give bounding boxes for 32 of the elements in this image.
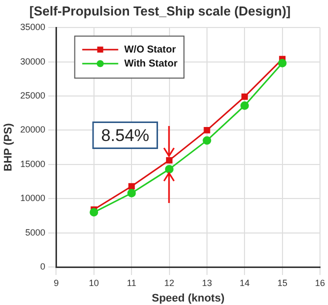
annotation: 8.54%: [101, 126, 150, 145]
point: [165, 164, 174, 174]
x-tick-label: 14: [240, 278, 250, 288]
y-tick-label: 5000: [25, 227, 46, 238]
x-tick-label: 10: [88, 278, 99, 288]
y-tick-label: 25000: [20, 90, 46, 100]
x-tick-label: 9: [54, 278, 59, 288]
x-tick-label: 13: [202, 278, 212, 288]
point: [202, 136, 212, 145]
x-axis-title: Speed (knots): [152, 292, 225, 304]
x-tick-label: 11: [126, 278, 136, 288]
x-tick-label: 16: [314, 278, 325, 288]
point: [128, 183, 135, 190]
legend-label: With Stator: [124, 58, 178, 70]
point: [240, 101, 249, 110]
point: [90, 208, 98, 217]
point: [278, 58, 287, 68]
point: [204, 126, 210, 134]
y-tick-label: 20000: [20, 124, 46, 135]
y-axis-title: BHP (PS): [2, 122, 15, 172]
x-tick-label: 12: [164, 278, 174, 288]
y-tick-label: 30000: [20, 56, 46, 66]
point: [127, 188, 136, 198]
chart-title: [Self-Propulsion Test_Ship scale (Design)]: [29, 3, 291, 18]
legend-label: W/O Stator: [124, 44, 176, 56]
y-tick-label: 0: [40, 261, 46, 272]
y-tick-label: 10000: [20, 193, 46, 204]
x-tick-label: 15: [277, 278, 288, 288]
point: [241, 93, 248, 100]
y-tick-label: 15000: [20, 158, 46, 169]
point: [166, 157, 172, 164]
y-tick-label: 35000: [20, 22, 46, 32]
